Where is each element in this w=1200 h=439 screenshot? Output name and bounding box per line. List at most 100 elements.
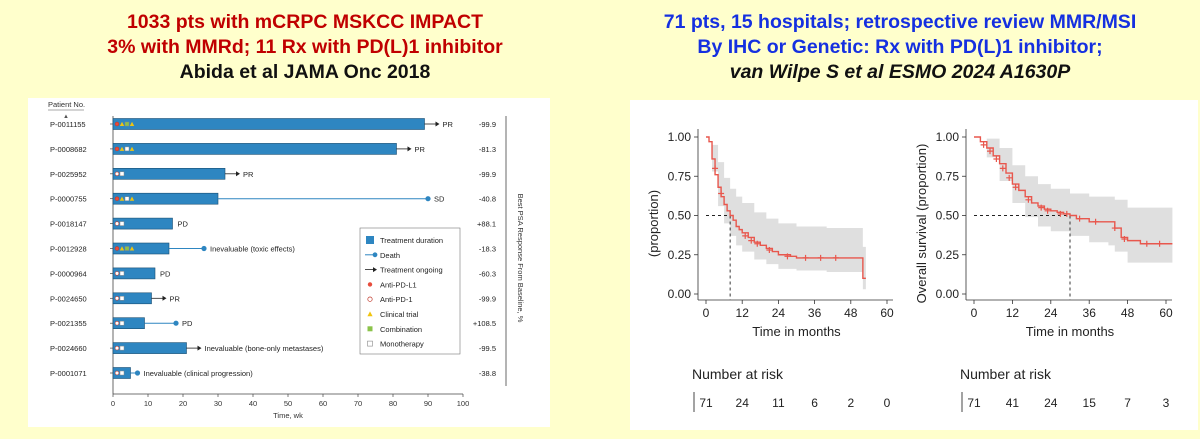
legend-trial-tri (367, 311, 373, 317)
y-tick-label: 1.00 (668, 130, 692, 144)
psa-value: +108.5 (473, 319, 496, 328)
psa-value: -99.9 (479, 170, 496, 179)
x-tick-label: 0 (111, 399, 115, 408)
right-header-line2: By IHC or Genetic: Rx with PD(L)1 inhibi… (697, 36, 1103, 58)
regimen-marker (124, 246, 130, 251)
response-label: PR (170, 294, 181, 303)
regimen-marker (119, 320, 125, 326)
treatment-bar (112, 143, 397, 155)
drug-marker (114, 146, 120, 152)
legend-label: Anti-PD-1 (380, 295, 413, 304)
y-axis-label: Overall survival (proportion) (914, 144, 929, 304)
y-tick-label: 0.25 (936, 248, 960, 262)
drug-marker (114, 345, 120, 351)
y-tick-label: 0.75 (936, 169, 960, 183)
death-marker (201, 245, 207, 252)
y-tick-label: 0.25 (668, 248, 692, 262)
censor-mark (766, 247, 773, 254)
censor-mark (987, 148, 993, 155)
legend-combo-sq (367, 326, 373, 332)
censor-mark (1025, 196, 1032, 203)
response-label: PR (443, 120, 454, 129)
censor-mark (1092, 218, 1099, 225)
left-header: 1033 pts with mCRPC MSKCC IMPACT 3% with… (20, 10, 590, 85)
patient-id: P-0011155 (50, 120, 86, 129)
psa-value: -99.9 (479, 120, 496, 129)
risk-table-value: 71 (699, 396, 713, 410)
drug-marker (114, 121, 120, 127)
right-header-line1: 71 pts, 15 hospitals; retrospective revi… (663, 11, 1137, 33)
response-label: Inevaluable (toxic effects) (210, 245, 295, 254)
censor-mark (1063, 210, 1070, 217)
response-label: PR (243, 170, 254, 179)
ongoing-arrowhead (236, 171, 240, 177)
patient-id: P-0000755 (50, 195, 87, 204)
x-tick-label: 10 (144, 399, 152, 408)
legend-label: Combination (380, 325, 422, 334)
censor-mark (1006, 174, 1013, 181)
response-label: SD (434, 195, 445, 204)
y-tick-label: 0.75 (668, 169, 692, 183)
treatment-bar (112, 267, 156, 280)
drug-marker (114, 171, 120, 177)
trial-marker-2 (129, 121, 135, 126)
legend-label: Treatment duration (380, 236, 443, 245)
regimen-marker (124, 196, 130, 201)
swimmer-plot: Patient No. ▲ 0 10 20 30 40 50 60 70 80 90 100 Time, … (48, 100, 525, 420)
y-tick-label: 0.00 (936, 287, 960, 301)
response-label: Inevaluable (bone-only metastases) (205, 344, 324, 353)
x-tick-label: 30 (214, 399, 222, 408)
psa-value: +88.1 (477, 220, 496, 229)
regimen-marker (119, 271, 125, 276)
drug-marker (114, 296, 120, 301)
censor-mark (718, 190, 725, 197)
psa-value: -38.8 (479, 369, 496, 378)
psa-value: -99.9 (479, 294, 496, 303)
legend-label: Death (380, 251, 400, 260)
risk-table-title: Number at risk (960, 366, 1052, 382)
censor-mark (742, 232, 749, 239)
x-axis-label: Time in months (1026, 324, 1115, 339)
risk-table-title: Number at risk (692, 366, 784, 382)
trial-marker-2 (129, 146, 135, 151)
psa-value: -81.3 (479, 145, 496, 154)
left-header-line3: Abida et al JAMA Onc 2018 (179, 61, 431, 83)
x-tick-label: 50 (284, 399, 292, 408)
regimen-marker (119, 370, 125, 376)
regimen-marker (119, 171, 125, 177)
swimmer-plot-panel: Patient No. ▲ 0 10 20 30 40 50 60 70 80 90 100 Time, … (28, 98, 550, 427)
psa-axis-label: Best PSA Response From Baseline, % (516, 194, 525, 323)
censor-mark (712, 165, 719, 172)
legend-box (359, 227, 461, 355)
x-tick-label: 60 (1159, 306, 1173, 320)
response-label: PD (160, 269, 171, 278)
response-label: PD (182, 319, 193, 328)
legend-label: Clinical trial (380, 310, 419, 319)
risk-table-value: 24 (736, 396, 750, 410)
drug-marker (114, 221, 120, 226)
x-tick-label: 60 (880, 306, 894, 320)
trial-marker-2 (129, 196, 135, 201)
x-tick-label: 60 (319, 399, 327, 408)
row-header-caret: ▲ (63, 114, 69, 120)
legend-label: Anti-PD-L1 (380, 280, 417, 289)
censor-mark (748, 237, 755, 244)
x-tick-label: 12 (736, 306, 750, 320)
treatment-bar (112, 168, 226, 180)
drug-marker (114, 271, 120, 276)
death-marker (425, 196, 431, 202)
km-plot-2: 0.00 0.25 0.50 0.75 1.00 0 12 24 36 48 60 Time in m… (914, 129, 1173, 412)
km-panel: 0.00 0.25 0.50 0.75 1.00 0 12 24 36 48 60 Time in m… (630, 100, 1198, 430)
drug-marker (114, 246, 120, 251)
row-header: Patient No. (48, 100, 85, 109)
psa-value: -18.3 (479, 245, 496, 254)
patient-id: P-0012928 (50, 245, 87, 254)
risk-table-value: 2 (847, 396, 854, 410)
ci-band (706, 137, 866, 290)
x-tick-label: 70 (354, 399, 362, 408)
y-tick-label: 0.50 (936, 209, 960, 223)
trial-marker (119, 246, 125, 251)
censor-mark (1044, 207, 1051, 214)
patient-id: P-0024650 (50, 294, 87, 303)
km-curve (706, 136, 866, 280)
